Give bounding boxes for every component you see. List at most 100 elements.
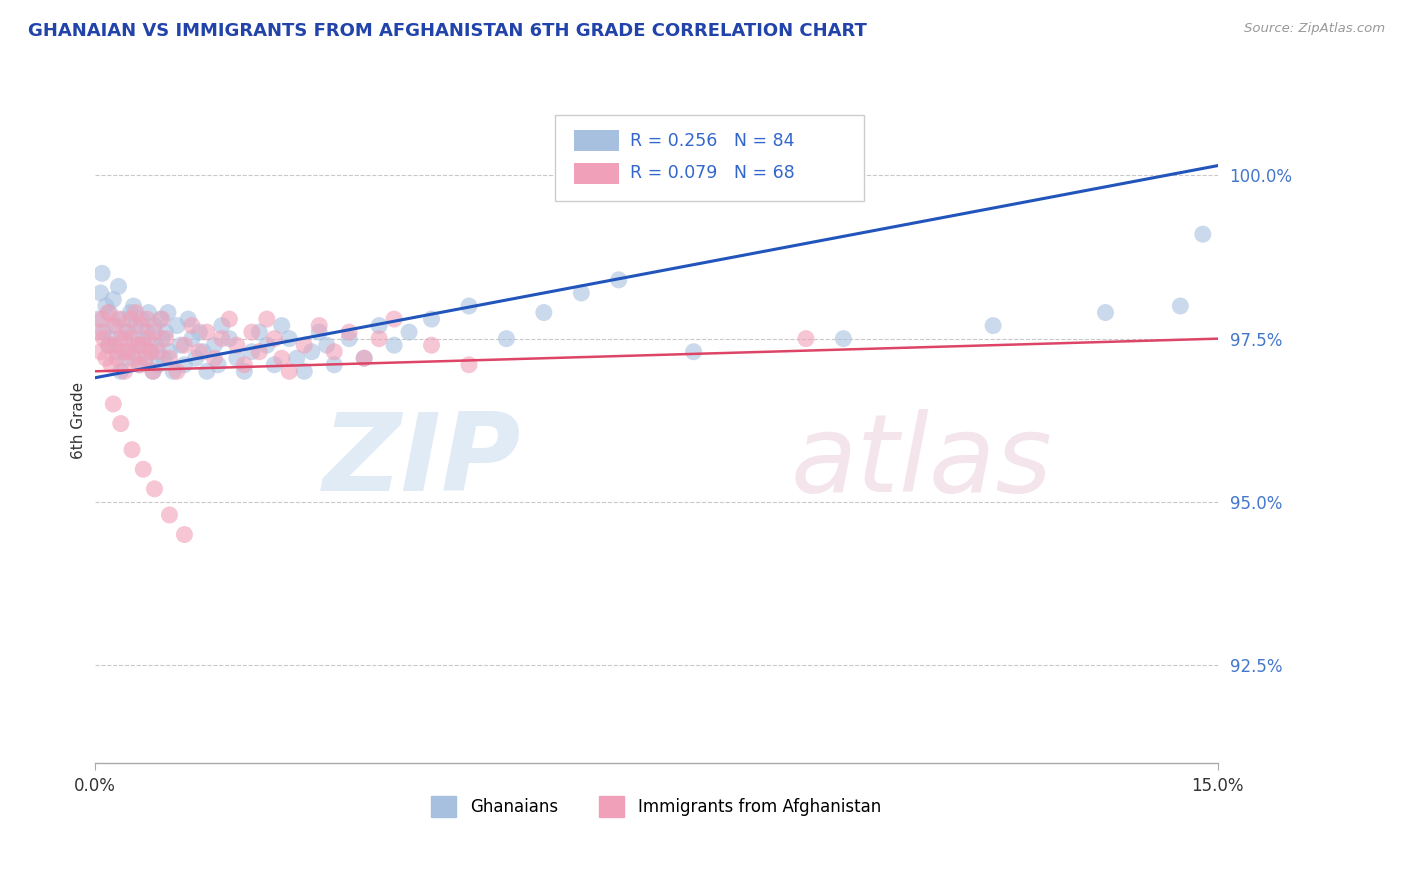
Point xyxy=(103,318,125,333)
Point xyxy=(1094,305,1116,319)
Point xyxy=(278,364,301,378)
Point xyxy=(270,318,292,333)
Point xyxy=(233,358,256,372)
Point xyxy=(180,332,202,346)
Point xyxy=(162,364,184,378)
Point xyxy=(166,318,188,333)
Text: Source: ZipAtlas.com: Source: ZipAtlas.com xyxy=(1244,22,1385,36)
Point xyxy=(188,344,211,359)
Point xyxy=(285,351,308,366)
Point xyxy=(202,338,225,352)
Point xyxy=(114,364,136,378)
Point xyxy=(155,325,177,339)
Point xyxy=(128,358,150,372)
Point xyxy=(533,305,555,319)
Point xyxy=(132,332,155,346)
Point xyxy=(191,344,214,359)
Point xyxy=(103,293,125,307)
Point xyxy=(337,332,360,346)
Point xyxy=(368,332,391,346)
Point xyxy=(120,312,142,326)
Point xyxy=(143,482,166,496)
Point xyxy=(110,417,132,431)
Point xyxy=(207,358,229,372)
Text: atlas: atlas xyxy=(792,409,1053,514)
Point xyxy=(148,344,170,359)
Point xyxy=(1168,299,1191,313)
Point xyxy=(1191,227,1213,242)
Point xyxy=(134,351,156,366)
Y-axis label: 6th Grade: 6th Grade xyxy=(72,382,86,458)
Point xyxy=(240,344,263,359)
Point xyxy=(682,344,704,359)
Point xyxy=(195,364,218,378)
Point xyxy=(308,325,330,339)
Point xyxy=(981,318,1004,333)
Point xyxy=(832,332,855,346)
Point xyxy=(149,312,172,326)
Point xyxy=(117,325,139,339)
Point xyxy=(308,318,330,333)
Point xyxy=(211,318,233,333)
Point xyxy=(143,318,166,333)
Point xyxy=(256,338,278,352)
Point xyxy=(138,332,160,346)
Point xyxy=(323,358,346,372)
Point xyxy=(382,312,405,326)
FancyBboxPatch shape xyxy=(555,115,863,201)
Point xyxy=(136,312,159,326)
Point xyxy=(240,325,263,339)
Point xyxy=(107,279,129,293)
Point xyxy=(145,338,167,352)
Point xyxy=(110,364,132,378)
Point xyxy=(315,338,337,352)
Point xyxy=(136,325,159,339)
Point xyxy=(104,318,127,333)
Text: GHANAIAN VS IMMIGRANTS FROM AFGHANISTAN 6TH GRADE CORRELATION CHART: GHANAIAN VS IMMIGRANTS FROM AFGHANISTAN … xyxy=(28,22,868,40)
Point xyxy=(150,332,173,346)
Point xyxy=(104,338,127,352)
Point xyxy=(121,344,143,359)
Point xyxy=(112,344,135,359)
Point xyxy=(139,344,162,359)
Point xyxy=(90,344,112,359)
Point xyxy=(103,397,125,411)
Point xyxy=(173,338,195,352)
Point xyxy=(122,299,145,313)
Point xyxy=(134,351,156,366)
Point xyxy=(148,358,170,372)
Point xyxy=(218,332,240,346)
Point xyxy=(323,344,346,359)
Point xyxy=(184,351,207,366)
Point xyxy=(120,305,142,319)
Point xyxy=(127,338,149,352)
Point xyxy=(129,318,152,333)
Point xyxy=(138,305,160,319)
Point xyxy=(155,332,177,346)
Point xyxy=(263,358,285,372)
Point xyxy=(115,351,138,366)
Point xyxy=(142,364,165,378)
Point xyxy=(159,351,181,366)
Point xyxy=(458,358,481,372)
Point xyxy=(211,332,233,346)
Point xyxy=(121,332,143,346)
Point xyxy=(159,508,181,522)
Point xyxy=(247,325,270,339)
Point xyxy=(256,312,278,326)
Point xyxy=(159,344,181,359)
Point xyxy=(247,344,270,359)
Point xyxy=(87,325,110,339)
Point xyxy=(90,285,112,300)
Text: ZIP: ZIP xyxy=(323,409,522,515)
Point xyxy=(128,358,150,372)
Point xyxy=(458,299,481,313)
Point xyxy=(263,332,285,346)
Point xyxy=(202,351,225,366)
Point xyxy=(368,318,391,333)
Point xyxy=(353,351,375,366)
Point xyxy=(105,344,128,359)
Point xyxy=(97,305,120,319)
Point xyxy=(110,332,132,346)
Point xyxy=(122,351,145,366)
